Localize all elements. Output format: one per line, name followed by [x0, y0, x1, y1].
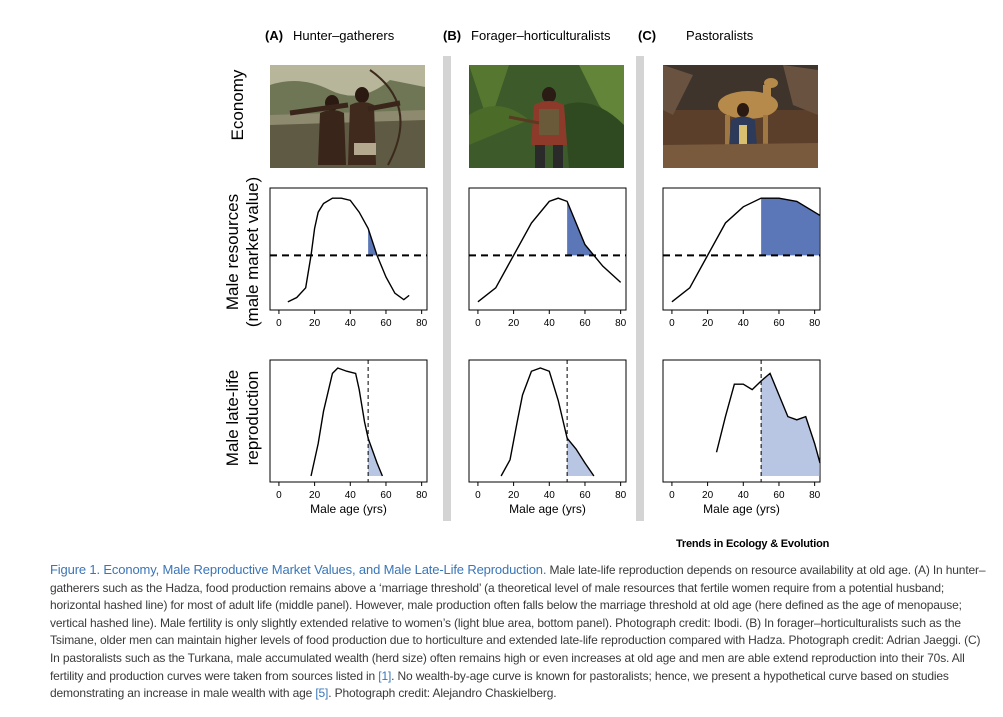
hadza-hunters-photo	[270, 65, 425, 168]
x-tick-label: 80	[809, 318, 821, 329]
x-tick-label: 80	[416, 490, 428, 501]
x-tick-label: 60	[579, 318, 591, 329]
panel-frame	[269, 359, 428, 483]
x-tick-label: 80	[809, 490, 821, 501]
column-title: Hunter–gatherers	[293, 28, 395, 43]
column-title: Forager–horticulturalists	[471, 28, 611, 43]
x-tick-label: 80	[615, 318, 627, 329]
x-tick-label: 0	[276, 490, 282, 501]
shaded-area	[567, 201, 594, 256]
x-tick-label: 80	[615, 490, 627, 501]
x-tick-label: 20	[508, 318, 520, 329]
panel-frame	[662, 187, 821, 311]
x-tick-label: 20	[702, 318, 714, 329]
panel-frame	[662, 359, 821, 483]
column-header-c: (C) Pastoralists	[638, 28, 753, 43]
x-axis-label: Male age (yrs)	[509, 502, 586, 516]
column-letter: (C)	[638, 28, 657, 43]
x-tick-label: 60	[579, 490, 591, 501]
x-tick-label: 60	[773, 318, 785, 329]
column-letter: (B)	[443, 28, 462, 43]
x-axis-label: Male age (yrs)	[703, 502, 780, 516]
data-curve	[477, 197, 622, 303]
column-divider	[443, 56, 451, 521]
figure-charts: 0 20 40 60 80 0 20 40 60 80 0 20 40 60 80 0 20 40 60 80 Male…	[269, 187, 821, 516]
x-tick-label: 0	[669, 490, 675, 501]
x-tick-label: 40	[345, 490, 357, 501]
x-tick-label: 0	[276, 318, 282, 329]
x-tick-label: 40	[544, 318, 556, 329]
x-tick-label: 60	[380, 490, 392, 501]
x-tick-label: 20	[309, 490, 321, 501]
x-axis-label: Male age (yrs)	[310, 502, 387, 516]
figure-caption: Figure 1. Economy, Male Reproductive Mar…	[50, 561, 986, 703]
turkana-pastoralist-photo	[663, 65, 818, 168]
x-tick-label: 80	[416, 318, 428, 329]
data-curve	[715, 372, 821, 464]
tsimane-forager-photo	[469, 65, 624, 168]
column-title: Pastoralists	[686, 28, 754, 43]
caption-text: . No wealth-by-age curve is known for pa…	[50, 668, 949, 701]
citation-link[interactable]: [1]	[378, 668, 392, 683]
column-header-a: (A) Hunter–gatherers	[265, 28, 394, 43]
column-letter: (A)	[265, 28, 284, 43]
data-curve	[287, 197, 410, 303]
x-tick-label: 40	[738, 318, 750, 329]
caption-text: . Photograph credit: Alejandro Chaskielb…	[328, 686, 557, 701]
x-tick-label: 20	[309, 318, 321, 329]
panel-frame	[269, 187, 428, 311]
x-tick-label: 20	[702, 490, 714, 501]
x-tick-label: 60	[380, 318, 392, 329]
shaded-area	[368, 438, 383, 476]
journal-name: Trends in Ecology & Evolution	[676, 538, 830, 550]
column-header-b: (B) Forager–horticulturalists	[443, 28, 611, 43]
panel-frame	[468, 359, 627, 483]
x-tick-label: 40	[345, 318, 357, 329]
x-tick-label: 0	[475, 318, 481, 329]
caption-title: Figure 1. Economy, Male Reproductive Mar…	[50, 562, 547, 577]
data-curve	[671, 197, 821, 303]
column-divider	[636, 56, 644, 521]
x-tick-label: 20	[508, 490, 520, 501]
caption-text: Male late-life reproduction depends on r…	[50, 563, 986, 683]
data-curve	[500, 367, 595, 477]
x-tick-label: 0	[669, 318, 675, 329]
citation-link[interactable]: [5]	[315, 686, 329, 701]
shaded-area	[761, 198, 820, 256]
x-tick-label: 40	[738, 490, 750, 501]
panel-frame	[468, 187, 627, 311]
shaded-area	[761, 373, 820, 476]
x-tick-label: 40	[544, 490, 556, 501]
x-tick-label: 60	[773, 490, 785, 501]
data-curve	[310, 367, 384, 477]
x-tick-label: 0	[475, 490, 481, 501]
